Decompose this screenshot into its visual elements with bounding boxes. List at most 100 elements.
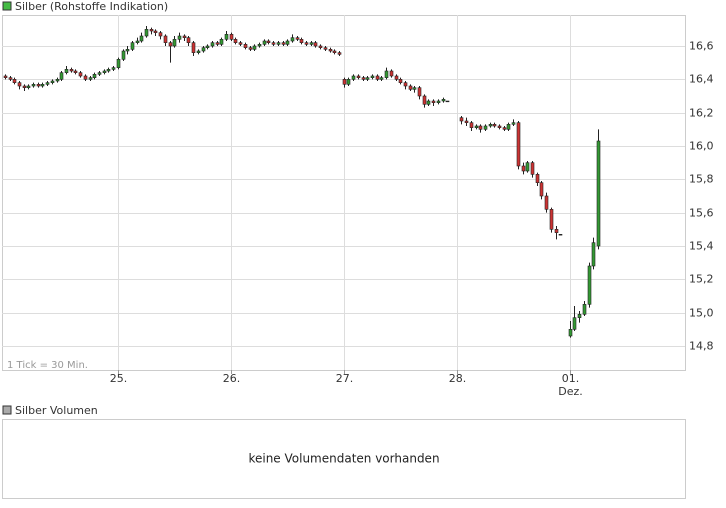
candle-body: [224, 34, 229, 40]
candle-body: [346, 79, 351, 85]
month-label: Dez.: [558, 385, 583, 398]
candle-body: [8, 77, 13, 80]
candle-body: [92, 74, 97, 78]
candle-body: [233, 39, 238, 43]
candle-body: [502, 127, 507, 130]
candle-body: [243, 44, 248, 48]
candle-body: [506, 124, 511, 130]
volume-frame: [2, 419, 686, 499]
candle-body: [516, 122, 521, 167]
candle-body: [97, 72, 102, 75]
candle-body: [422, 95, 427, 105]
candle-body: [568, 329, 573, 337]
y-tick-label: 15,8: [689, 173, 714, 186]
candle-body: [549, 209, 554, 230]
candle-body: [370, 75, 375, 78]
candle-body: [17, 82, 22, 87]
candle-body: [285, 40, 290, 45]
volume-title: Silber Volumen: [15, 404, 98, 417]
candle-body: [544, 195, 549, 210]
candle-body: [295, 37, 300, 40]
candle-body: [252, 45, 257, 50]
candle-body: [525, 162, 530, 172]
y-tick-label: 15,2: [689, 273, 714, 286]
candle-body: [111, 67, 116, 70]
candle-body: [539, 182, 544, 197]
legend-icon: [2, 405, 12, 415]
candle-body: [403, 82, 408, 87]
candle-body: [130, 42, 135, 50]
candle-body: [398, 79, 403, 83]
candle-body: [412, 87, 417, 90]
candle-body: [219, 39, 224, 45]
candle-body: [144, 29, 149, 37]
candle-body: [191, 42, 196, 53]
candle-body: [313, 42, 318, 47]
candle-body: [266, 40, 271, 43]
candle-body: [248, 47, 253, 50]
candle-body: [497, 125, 502, 128]
candle-body: [36, 84, 41, 87]
candle-body: [22, 85, 27, 88]
candle-body: [474, 125, 479, 128]
candle-body: [445, 100, 450, 103]
candle-body: [12, 79, 17, 83]
candle-body: [464, 120, 469, 123]
candle-body: [210, 42, 215, 47]
legend-icon: [2, 1, 12, 11]
candle-body: [596, 140, 601, 247]
y-tick-label: 16,4: [689, 73, 714, 86]
candle-body: [215, 42, 220, 45]
candle-body: [271, 42, 276, 45]
y-tick-label: 15,4: [689, 240, 714, 253]
candle-body: [379, 77, 384, 80]
candle-body: [125, 49, 130, 52]
x-tick-label: 25.: [110, 372, 128, 385]
y-tick-label: 15,6: [689, 207, 714, 220]
candle-body: [26, 85, 31, 88]
candle-body: [201, 47, 206, 52]
candle-body: [389, 70, 394, 77]
candle-body: [488, 124, 493, 127]
candles: [3, 26, 601, 338]
candle-body: [229, 34, 234, 40]
candle-body: [394, 75, 399, 80]
grid: [2, 15, 685, 370]
candle-body: [168, 42, 173, 47]
candle-body: [431, 100, 436, 103]
candle-body: [483, 125, 488, 130]
candle-body: [290, 37, 295, 42]
candle-body: [478, 125, 483, 130]
candle-body: [572, 317, 577, 330]
candle-body: [558, 234, 563, 236]
candle-body: [45, 82, 50, 85]
candle-body: [417, 87, 422, 97]
candle-body: [196, 50, 201, 53]
candle-body: [351, 75, 356, 80]
candle-body: [281, 42, 286, 45]
candle-body: [309, 42, 314, 45]
chart-title: Silber (Rohstoffe Indikation): [15, 0, 168, 13]
candle-body: [64, 69, 69, 73]
y-tick-label: 14,8: [689, 340, 714, 353]
x-tick-label: 01.: [562, 372, 580, 385]
candle-body: [441, 99, 446, 102]
candle-body: [205, 45, 210, 48]
candle-body: [163, 35, 168, 43]
candle-body: [304, 42, 309, 45]
candle-body: [591, 242, 596, 267]
candle-body: [332, 50, 337, 53]
candle-body: [469, 122, 474, 128]
candle-body: [83, 75, 88, 80]
candle-body: [521, 165, 526, 172]
candle-body: [139, 35, 144, 42]
x-tick-label: 26.: [223, 372, 241, 385]
candle-body: [78, 72, 83, 77]
candle-body: [384, 70, 389, 78]
candle-body: [149, 29, 154, 32]
candle-body: [257, 44, 262, 47]
candle-body: [365, 77, 370, 80]
candle-body: [153, 30, 158, 33]
candle-body: [55, 79, 60, 82]
